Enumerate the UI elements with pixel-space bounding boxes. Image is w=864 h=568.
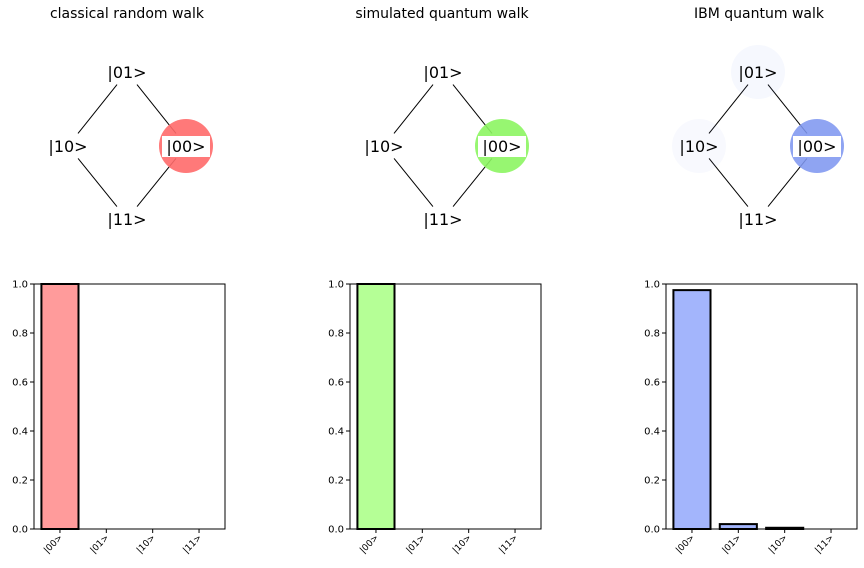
node-label-box bbox=[793, 136, 841, 157]
node-label-10: |10> bbox=[48, 137, 87, 156]
x-tick-label-01: |01> bbox=[89, 533, 112, 556]
y-tick-label: 0.4 bbox=[328, 427, 344, 438]
graph-edge-10-11 bbox=[708, 158, 749, 207]
node-label-01: |01> bbox=[107, 63, 146, 82]
panel-title-simulated: simulated quantum walk bbox=[355, 6, 529, 22]
state-graph-ibm: |01> |10> |00> |11> bbox=[672, 45, 844, 229]
bar-00 bbox=[672, 289, 712, 530]
axes-frame bbox=[665, 283, 858, 530]
node-label-00: |00> bbox=[482, 137, 521, 156]
node-label-box bbox=[478, 136, 526, 157]
graph-edge-01-10 bbox=[708, 84, 749, 134]
y-tick-label: 1.0 bbox=[12, 280, 28, 291]
bar-00 bbox=[356, 283, 396, 530]
node-label-01: |01> bbox=[738, 63, 777, 82]
graph-edge-01-10 bbox=[393, 84, 434, 134]
occupation-circle-01 bbox=[731, 45, 785, 99]
x-tick-label-00: |00> bbox=[42, 533, 65, 556]
node-label-00: |00> bbox=[166, 137, 205, 156]
y-tick-label: 0.2 bbox=[644, 476, 660, 487]
y-tick-label: 0.8 bbox=[12, 329, 28, 340]
y-tick-label: 0.6 bbox=[12, 378, 28, 389]
occupation-circle-10 bbox=[672, 119, 726, 173]
bar-chart-classical: |00> |01> |10> |11> 0.0 0.2 0.4 0.6 0.8 1.0 bbox=[12, 280, 226, 556]
y-tick-label: 0.4 bbox=[644, 427, 660, 438]
x-tick-label-10: |10> bbox=[767, 533, 790, 556]
y-tick-label: 0.2 bbox=[12, 476, 28, 487]
panel-title-ibm: IBM quantum walk bbox=[694, 6, 825, 22]
x-tick-label-01: |01> bbox=[405, 533, 428, 556]
y-tick-label: 1.0 bbox=[644, 280, 660, 291]
bar-00 bbox=[40, 283, 80, 530]
y-tick-label: 0.8 bbox=[644, 329, 660, 340]
y-tick-label: 0.0 bbox=[644, 525, 660, 536]
x-tick-label-11: |11> bbox=[182, 533, 205, 556]
node-label-11: |11> bbox=[738, 210, 777, 229]
y-tick-label: 0.0 bbox=[328, 525, 344, 536]
x-tick-label-10: |10> bbox=[451, 533, 474, 556]
x-tick-label-11: |11> bbox=[814, 533, 837, 556]
node-label-11: |11> bbox=[423, 210, 462, 229]
node-label-00: |00> bbox=[797, 137, 836, 156]
axes-frame bbox=[349, 283, 542, 530]
x-tick-label-01: |01> bbox=[721, 533, 744, 556]
x-tick-label-11: |11> bbox=[498, 533, 521, 556]
y-tick-label: 0.6 bbox=[328, 378, 344, 389]
state-graph-simulated: |01> |10> |00> |11> bbox=[364, 63, 529, 229]
node-label-01: |01> bbox=[423, 63, 462, 82]
y-tick-label: 1.0 bbox=[328, 280, 344, 291]
y-tick-label: 0.6 bbox=[644, 378, 660, 389]
node-label-10: |10> bbox=[364, 137, 403, 156]
node-label-10: |10> bbox=[679, 137, 718, 156]
state-graph-classical: |01> |10> |00> |11> bbox=[48, 63, 213, 229]
node-label-box bbox=[162, 136, 210, 157]
x-tick-label-00: |00> bbox=[674, 533, 697, 556]
x-tick-label-10: |10> bbox=[135, 533, 158, 556]
graph-edge-10-11 bbox=[393, 158, 434, 207]
y-tick-label: 0.2 bbox=[328, 476, 344, 487]
y-tick-label: 0.0 bbox=[12, 525, 28, 536]
x-tick-label-00: |00> bbox=[358, 533, 381, 556]
graph-edge-01-10 bbox=[77, 84, 118, 134]
bar-01 bbox=[718, 523, 758, 530]
axes-frame bbox=[33, 283, 226, 530]
node-label-11: |11> bbox=[107, 210, 146, 229]
y-tick-label: 0.4 bbox=[12, 427, 28, 438]
panel-title-classical: classical random walk bbox=[50, 6, 205, 22]
bar-chart-ibm: |00> |01> |10> |11> 0.0 0.2 0.4 0.6 0.8 1.0 bbox=[644, 280, 858, 556]
bar-chart-simulated: |00> |01> |10> |11> 0.0 0.2 0.4 0.6 0.8 1.0 bbox=[328, 280, 542, 556]
graph-edge-10-11 bbox=[77, 158, 118, 207]
y-tick-label: 0.8 bbox=[328, 329, 344, 340]
